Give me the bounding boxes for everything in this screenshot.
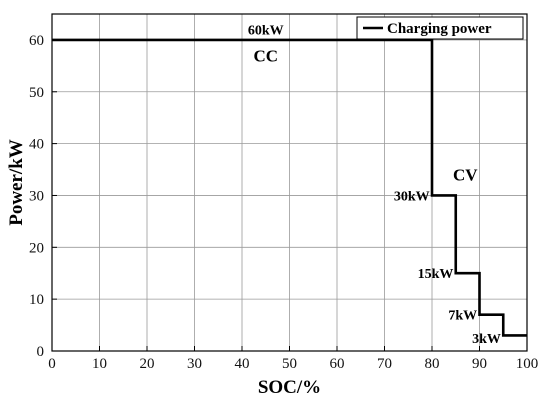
annotations: 60kW CC CV 30kW 15kW 7kW 3kW <box>248 24 501 347</box>
y-tick-label: 50 <box>29 85 44 101</box>
annotation-label: 30kW <box>394 189 430 204</box>
legend: Charging power <box>356 16 524 40</box>
x-tick-label: 70 <box>377 356 392 372</box>
x-tick-label: 0 <box>48 356 56 372</box>
y-tick-label: 20 <box>29 240 44 256</box>
annotation-label: 15kW <box>418 267 454 282</box>
y-tick-label: 30 <box>29 188 44 204</box>
y-tick-label: 10 <box>29 292 44 308</box>
annotation-label: 60kW <box>248 24 284 39</box>
x-axis-label: SOC/% <box>258 377 321 398</box>
y-tick-label: 0 <box>37 344 45 360</box>
annotation-label: 3kW <box>472 332 501 347</box>
annotation-label: 7kW <box>448 309 477 324</box>
x-axis-ticks: 0 10 20 30 40 50 60 70 80 90 100 <box>48 346 538 372</box>
legend-box <box>356 16 524 40</box>
y-tick-label: 60 <box>29 33 44 49</box>
x-tick-label: 30 <box>187 356 202 372</box>
annotation-label: CC <box>253 46 278 65</box>
x-tick-label: 60 <box>330 356 345 372</box>
y-tick-label: 40 <box>29 137 44 153</box>
x-tick-label: 100 <box>516 356 539 372</box>
x-tick-label: 20 <box>140 356 155 372</box>
annotation-label: CV <box>453 166 478 185</box>
series-layer <box>52 38 527 337</box>
x-tick-label: 90 <box>472 356 487 372</box>
x-tick-label: 40 <box>235 356 250 372</box>
x-tick-label: 50 <box>282 356 297 372</box>
grid <box>52 14 527 351</box>
legend-label: Charging power <box>387 21 492 37</box>
x-tick-label: 80 <box>425 356 440 372</box>
y-axis-label: Power/kW <box>6 139 27 226</box>
y-axis-ticks: 0 10 20 30 40 50 60 <box>29 33 57 360</box>
x-tick-label: 10 <box>92 356 107 372</box>
series-line-charging-power <box>52 38 527 337</box>
